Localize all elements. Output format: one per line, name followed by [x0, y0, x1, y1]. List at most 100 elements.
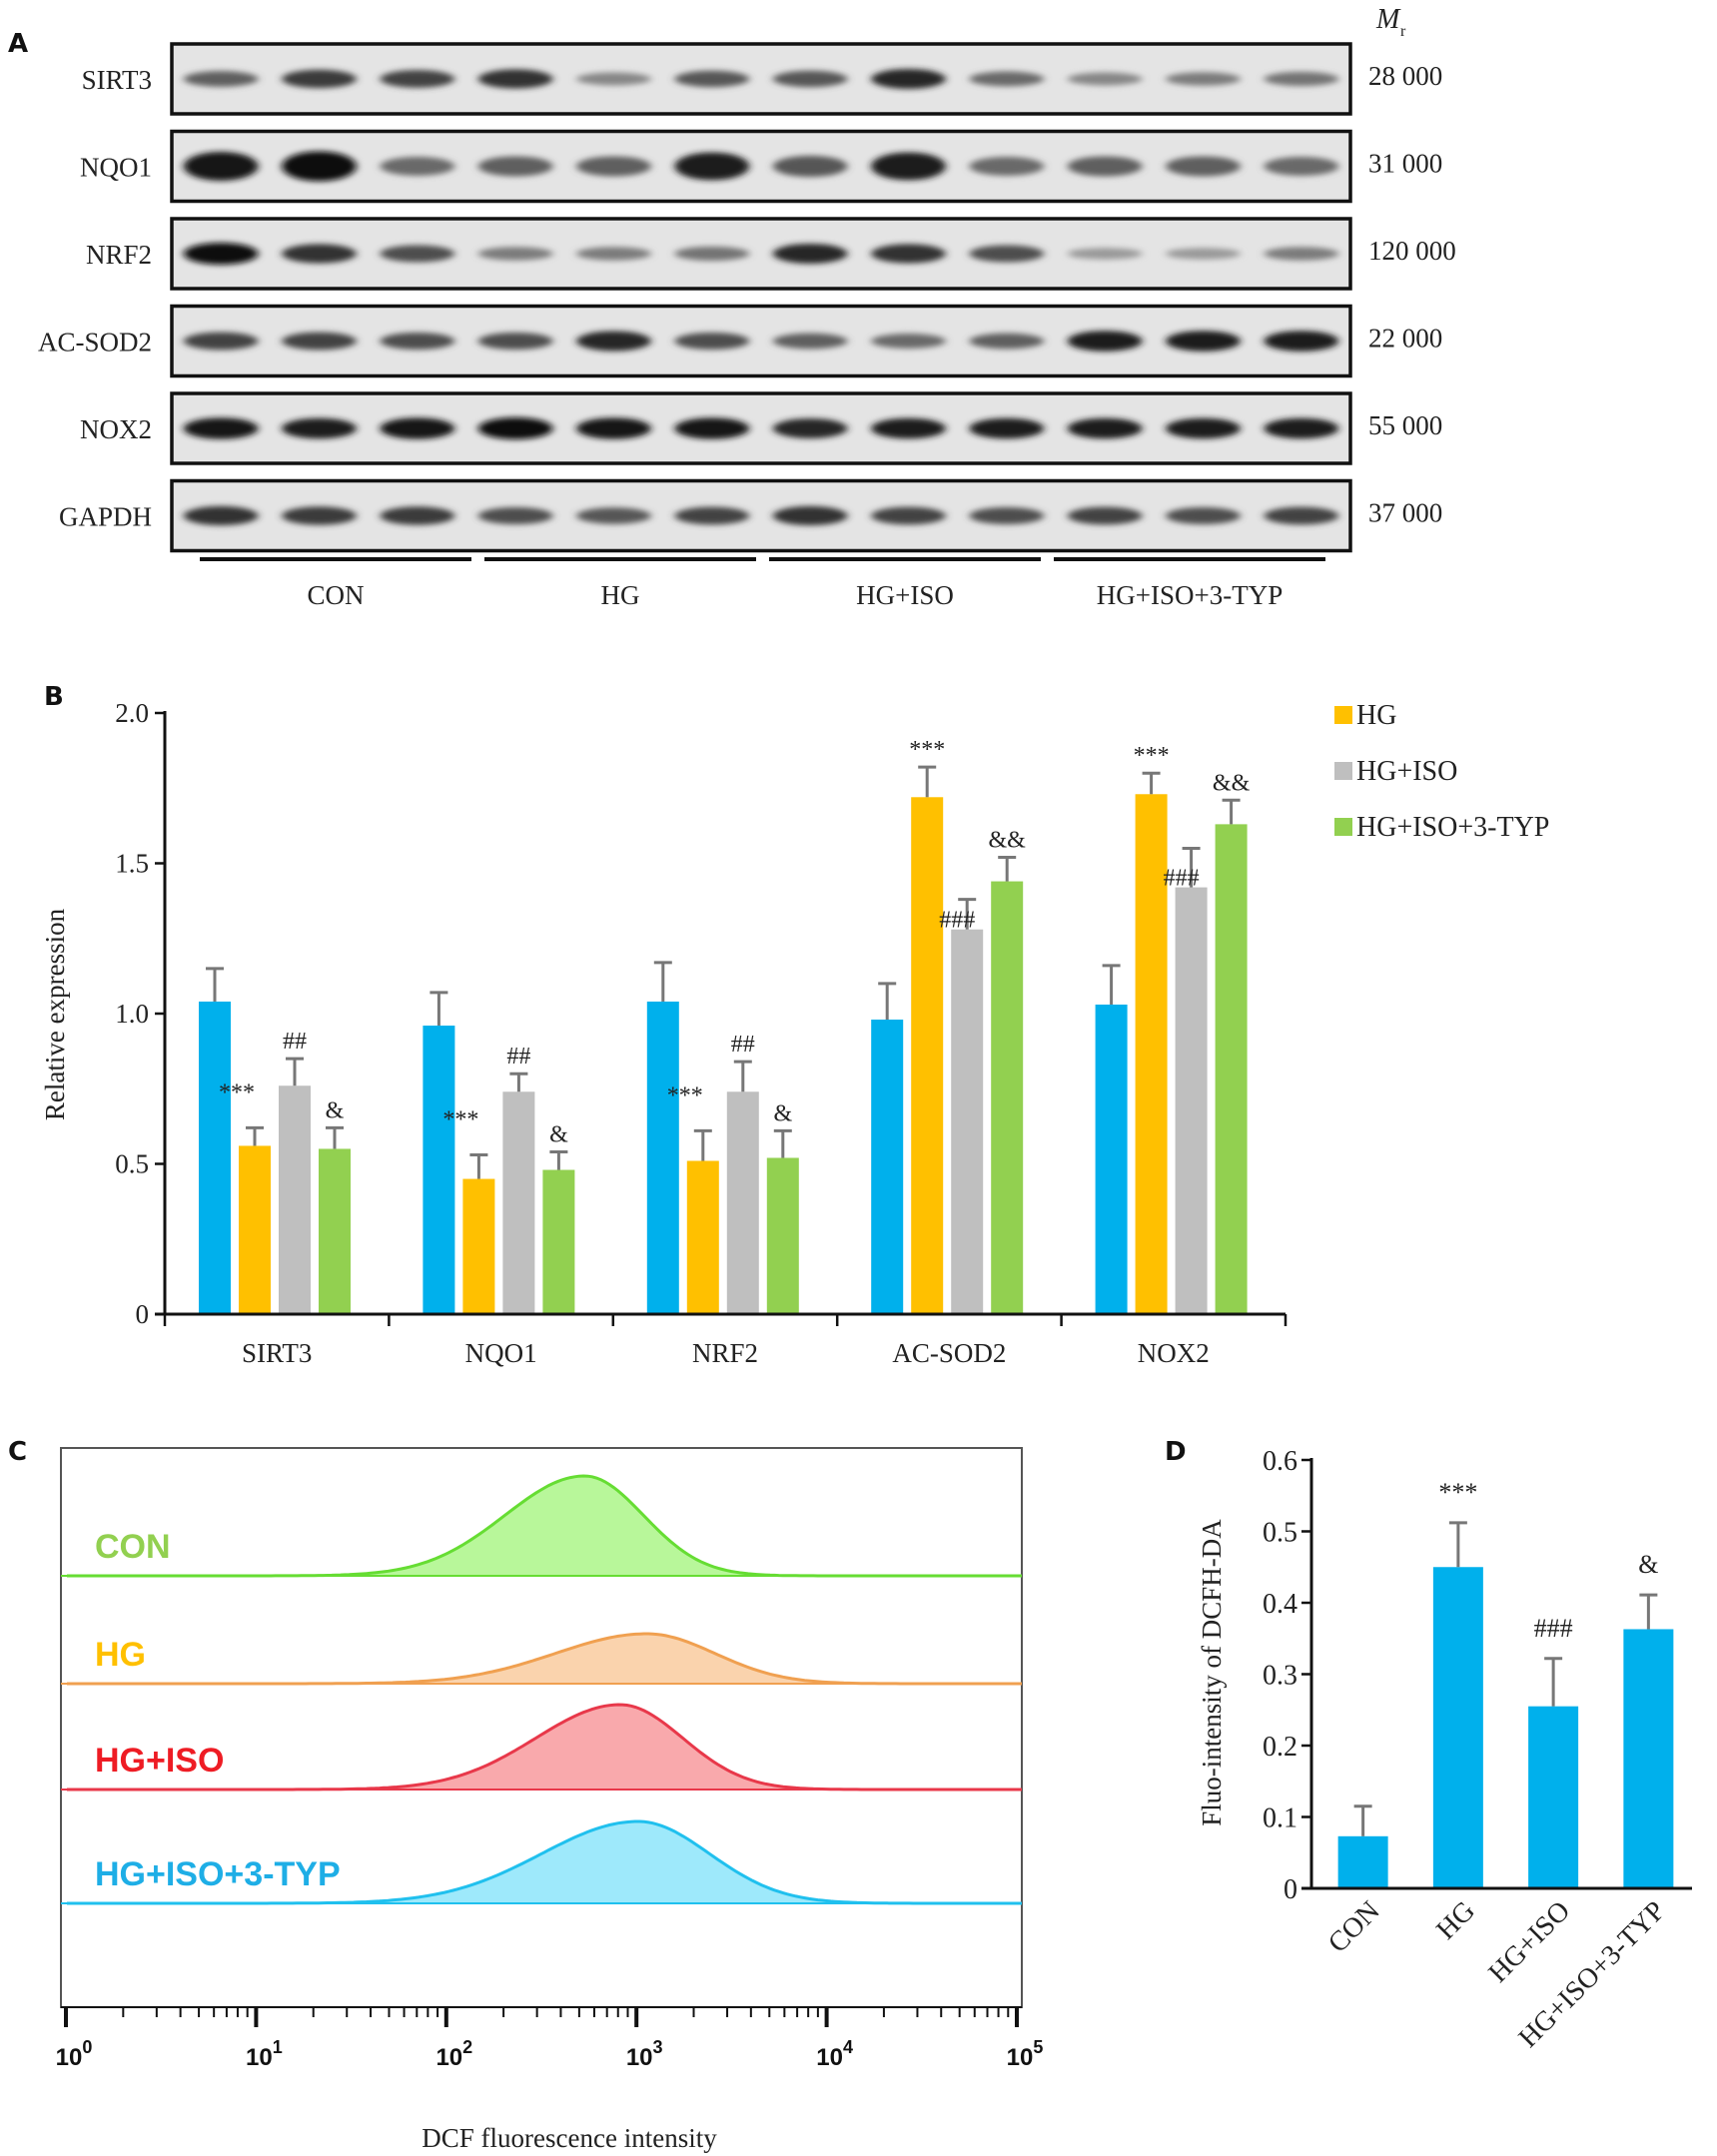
blot-protein-label: NRF2	[86, 240, 152, 270]
blot-band	[871, 69, 946, 89]
blot-band	[282, 417, 357, 439]
b-bar	[1135, 794, 1168, 1314]
b-y-axis-label: Relative expression	[40, 908, 70, 1120]
b-bar	[646, 1001, 679, 1314]
d-y-tick-label: 0.3	[1263, 1661, 1297, 1692]
b-significance-mark: ***	[219, 1079, 255, 1105]
b-bar	[871, 1020, 904, 1314]
blot-band	[477, 156, 553, 177]
b-bar	[502, 1091, 535, 1314]
blot-band	[282, 332, 357, 351]
panel-label-a: A	[8, 29, 28, 59]
b-significance-mark: ##	[731, 1032, 755, 1058]
b-legend-label: HG+ISO	[1356, 756, 1457, 787]
dcfh-da-chart: Fluo-intensity of DCFH-DA 0 0.1 0.2 0.3 0.4 0…	[1197, 1446, 1692, 2054]
b-bar	[319, 1148, 351, 1314]
blot-band	[674, 70, 750, 88]
blot-mr-label: 37 000	[1368, 498, 1442, 528]
c-x-tick-label: 103	[626, 2037, 663, 2071]
blot-band	[477, 332, 553, 351]
blot-band	[576, 72, 651, 86]
relative-expression-chart: Relative expression 0 0.5 1.0 1.5 2.0 *** ## &…	[40, 698, 1549, 1368]
blot-group-label: HG+ISO	[856, 580, 954, 610]
b-y-tick-label: 1.0	[115, 999, 149, 1029]
blot-band	[576, 247, 651, 261]
b-significance-mark: ##	[506, 1044, 530, 1070]
blot-row-ac-sod2: AC-SOD2 22 000	[38, 304, 1442, 378]
blot-row-nox2: NOX2 55 000	[80, 391, 1442, 465]
blot-band	[1166, 417, 1241, 439]
b-bar	[199, 1001, 231, 1314]
c-series-label: CON	[95, 1528, 171, 1566]
c-series-label: HG	[95, 1636, 146, 1674]
blot-band	[477, 247, 553, 261]
blot-band	[380, 332, 455, 351]
blot-band	[871, 506, 946, 525]
blot-band	[477, 417, 553, 439]
b-bar	[279, 1085, 311, 1314]
blot-band	[477, 69, 553, 89]
d-x-tick-label: CON	[1322, 1895, 1386, 1959]
b-bar	[726, 1091, 759, 1314]
blot-membrane	[170, 42, 1352, 116]
d-y-tick-label: 0.6	[1263, 1446, 1297, 1477]
blot-band	[183, 505, 259, 526]
c-x-tick-label: 102	[435, 2037, 472, 2071]
blot-band	[282, 244, 357, 264]
c-trace-hg: HG	[61, 1632, 1022, 1686]
c-series-label: HG+ISO+3-TYP	[95, 1855, 341, 1893]
d-x-tick-label: HG	[1430, 1895, 1481, 1946]
d-y-tick-label: 0	[1284, 1874, 1297, 1905]
c-histogram-fill	[67, 1476, 1022, 1576]
b-legend: HG HG+ISO HG+ISO+3-TYP	[1334, 700, 1549, 843]
b-significance-mark: ***	[909, 737, 945, 763]
blot-membrane	[170, 304, 1352, 378]
b-significance-mark: &	[549, 1121, 568, 1147]
b-significance-mark: &	[326, 1097, 345, 1123]
blot-band	[969, 157, 1045, 176]
blot-band	[1166, 156, 1241, 177]
blot-group-label: HG	[601, 580, 640, 610]
blot-band	[674, 506, 750, 525]
blot-band	[183, 152, 259, 181]
b-legend-swatch	[1334, 706, 1352, 724]
blot-band	[1067, 417, 1143, 439]
blot-band	[576, 417, 651, 439]
b-significance-mark: ***	[1134, 743, 1170, 769]
blot-band	[380, 417, 455, 439]
b-bar	[1095, 1004, 1128, 1314]
blot-band	[674, 417, 750, 439]
blot-band	[674, 332, 750, 351]
b-significance-mark: ***	[442, 1106, 478, 1132]
blot-protein-label: NQO1	[80, 153, 152, 183]
c-series-label: HG+ISO	[95, 1742, 224, 1780]
panel-label-b: B	[44, 682, 64, 712]
b-y-tick-label: 0	[136, 1299, 150, 1329]
b-bar	[423, 1026, 455, 1314]
c-x-axis-label: DCF fluorescence intensity	[422, 2123, 717, 2153]
blot-band	[871, 334, 946, 349]
blot-row-gapdh: GAPDH 37 000	[59, 478, 1442, 553]
d-x-tick-label: HG+ISO	[1482, 1895, 1576, 1989]
c-trace-hg-iso-3-typ: HG+ISO+3-TYP	[61, 1819, 1022, 1905]
d-y-axis-label: Fluo-intensity of DCFH-DA	[1197, 1519, 1227, 1826]
d-y-tick-label: 0.4	[1263, 1589, 1297, 1620]
d-significance-mark: ***	[1438, 1478, 1477, 1507]
blot-band	[1264, 157, 1339, 176]
blot-band	[969, 71, 1045, 87]
blot-band	[183, 417, 259, 439]
b-significance-mark: ##	[283, 1029, 307, 1055]
b-y-tick-label: 2.0	[115, 698, 149, 728]
panel-label-d: D	[1165, 1437, 1187, 1467]
blot-group-label: HG+ISO+3-TYP	[1097, 580, 1283, 610]
b-bar	[1215, 824, 1248, 1314]
flow-cytometry-histogram: CON HG HG+ISO HG+ISO+3-TYP 100 101 102 103 104 1…	[56, 1447, 1043, 2153]
blot-band	[772, 418, 848, 438]
b-significance-mark: &&	[1213, 770, 1251, 796]
blot-band	[1264, 506, 1339, 525]
blot-band	[1067, 331, 1143, 352]
b-bar	[239, 1145, 271, 1314]
b-x-tick-label: SIRT3	[242, 1338, 312, 1368]
blot-row-sirt3: SIRT3 28 000	[82, 42, 1442, 116]
